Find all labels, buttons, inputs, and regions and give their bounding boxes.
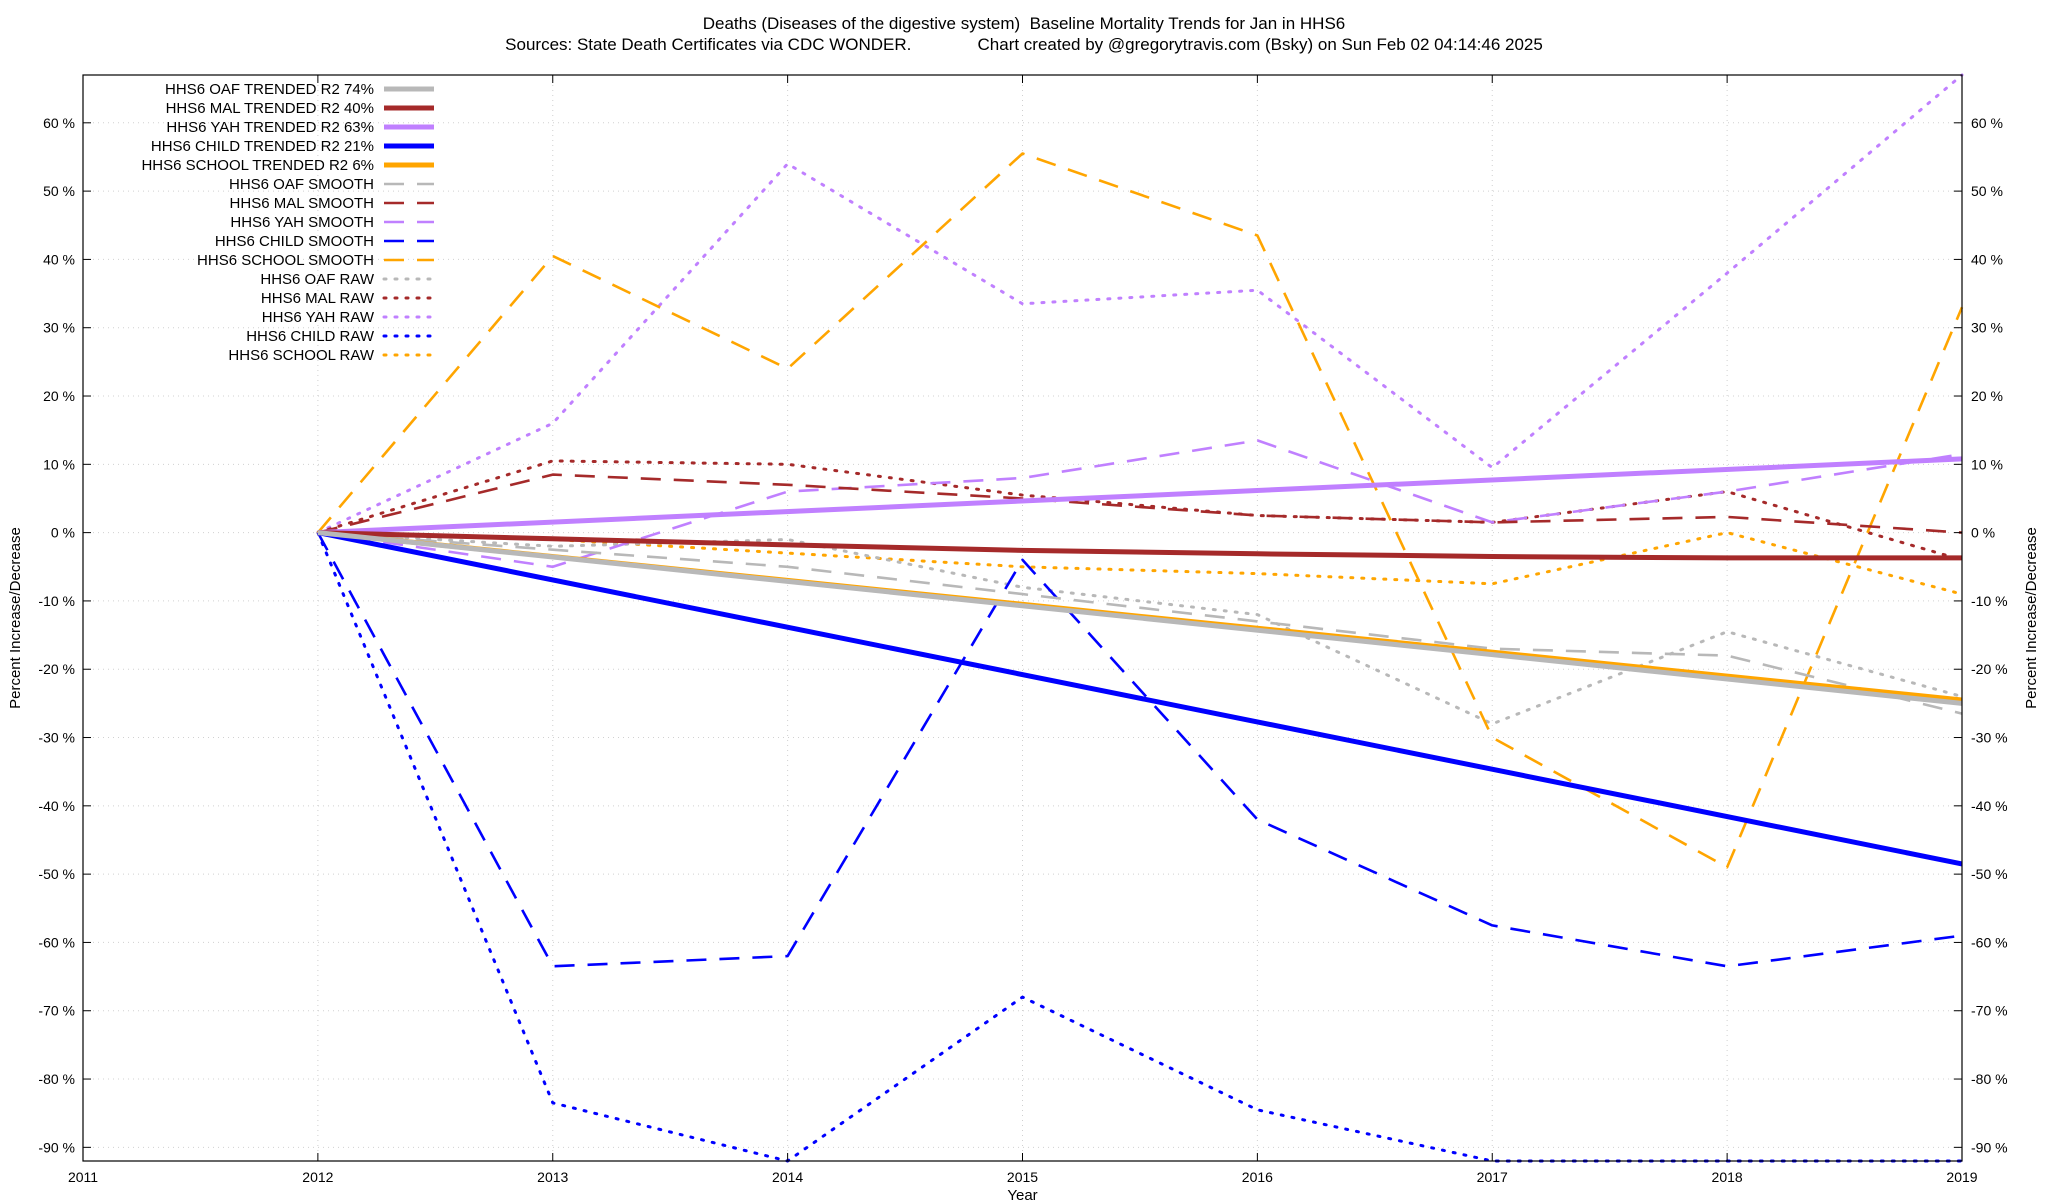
legend-label: HHS6 YAH SMOOTH [230,214,374,231]
y-tick-label-right: -30 % [1971,730,2008,746]
y-tick-label-right: -50 % [1971,866,2008,882]
series-line [317,530,1963,706]
y-tick-label-right: -70 % [1971,1003,2008,1019]
series-line [317,531,1963,715]
legend-label: HHS6 MAL TRENDED R2 40% [166,100,374,117]
x-tick-label: 2015 [1007,1169,1038,1185]
series-line [317,456,1963,536]
y-tick-label-right: -10 % [1971,593,2008,609]
x-tick-label: 2019 [1946,1169,1977,1185]
legend-label: HHS6 SCHOOL RAW [228,347,374,364]
y-axis-label-left: Percent Increase/Decrease [7,527,24,709]
y-tick-label-right: 20 % [1971,388,2003,404]
chart-title: Deaths (Diseases of the digestive system… [702,14,1346,33]
y-tick-label-right: -40 % [1971,798,2008,814]
legend-label: HHS6 OAF SMOOTH [229,176,374,193]
legend-label: HHS6 MAL SMOOTH [230,195,374,212]
series-line [316,531,1964,1163]
series-line [317,473,1963,534]
legend-label: HHS6 CHILD SMOOTH [215,233,374,250]
y-tick-label-right: -20 % [1971,661,2008,677]
legend-label: HHS6 SCHOOL TRENDED R2 6% [141,157,374,174]
legend-label: HHS6 YAH TRENDED R2 63% [166,119,374,136]
legend-label: HHS6 SCHOOL SMOOTH [197,252,374,269]
y-tick-label-right: 10 % [1971,456,2003,472]
y-tick-label-right: 40 % [1971,251,2003,267]
legend-label: HHS6 OAF RAW [260,271,374,288]
series-lines [316,73,1964,1163]
x-tick-label: 2017 [1477,1169,1508,1185]
y-tick-label-left: -60 % [38,934,75,950]
y-tick-label-left: -20 % [38,661,75,677]
y-tick-label-left: -10 % [38,593,75,609]
series-line [317,439,1963,569]
y-tick-label-right: 30 % [1971,320,2003,336]
series-line [317,530,1963,867]
y-tick-label-right: 0 % [1971,525,1995,541]
legend: HHS6 OAF TRENDED R2 74% HHS6 MAL TRENDED … [141,81,436,364]
x-tick-label: 2016 [1242,1169,1273,1185]
y-tick-label-left: -70 % [38,1003,75,1019]
x-tick-label: 2014 [772,1169,803,1185]
legend-label: HHS6 CHILD TRENDED R2 21% [151,138,374,155]
chart-subtitle: Sources: State Death Certificates via CD… [505,35,1543,54]
series-line [317,530,1962,561]
legend-label: HHS6 OAF TRENDED R2 74% [165,81,374,98]
y-tick-label-right: -80 % [1971,1071,2008,1087]
y-tick-label-left: -80 % [38,1071,75,1087]
y-tick-label-left: -90 % [38,1139,75,1155]
y-tick-label-left: -40 % [38,798,75,814]
x-tick-label: 2012 [302,1169,333,1185]
y-tick-label-left: 30 % [43,320,75,336]
axis-ticks: 2011 2012 2013 2014 2015 2016 2017 2018 2019 60 %… [38,75,2008,1185]
series-line [316,531,1964,726]
y-tick-label-right: 50 % [1971,183,2003,199]
y-tick-label-left: 10 % [43,456,75,472]
x-tick-label: 2011 [68,1169,98,1185]
y-tick-label-right: -60 % [1971,934,2008,950]
y-tick-label-right: -90 % [1971,1139,2008,1155]
x-axis-label: Year [1007,1187,1037,1200]
x-tick-label: 2013 [537,1169,568,1185]
y-tick-label-left: 20 % [43,388,75,404]
y-tick-label-left: -50 % [38,866,75,882]
x-tick-label: 2018 [1712,1169,1743,1185]
series-line [316,73,1964,535]
y-tick-label-left: 50 % [43,183,75,199]
y-axis-label-right: Percent Increase/Decrease [2023,527,2040,709]
legend-label: HHS6 MAL RAW [261,290,375,307]
y-tick-label-right: 60 % [1971,115,2003,131]
y-tick-label-left: 60 % [43,115,75,131]
legend-label: HHS6 YAH RAW [262,309,375,326]
series-line [316,531,1963,968]
legend-label: HHS6 CHILD RAW [246,328,375,345]
series-line [316,459,1964,562]
y-tick-label-left: -30 % [38,730,75,746]
y-tick-label-left: 0 % [51,525,75,541]
y-tick-label-left: 40 % [43,251,75,267]
series-line [316,152,1964,869]
